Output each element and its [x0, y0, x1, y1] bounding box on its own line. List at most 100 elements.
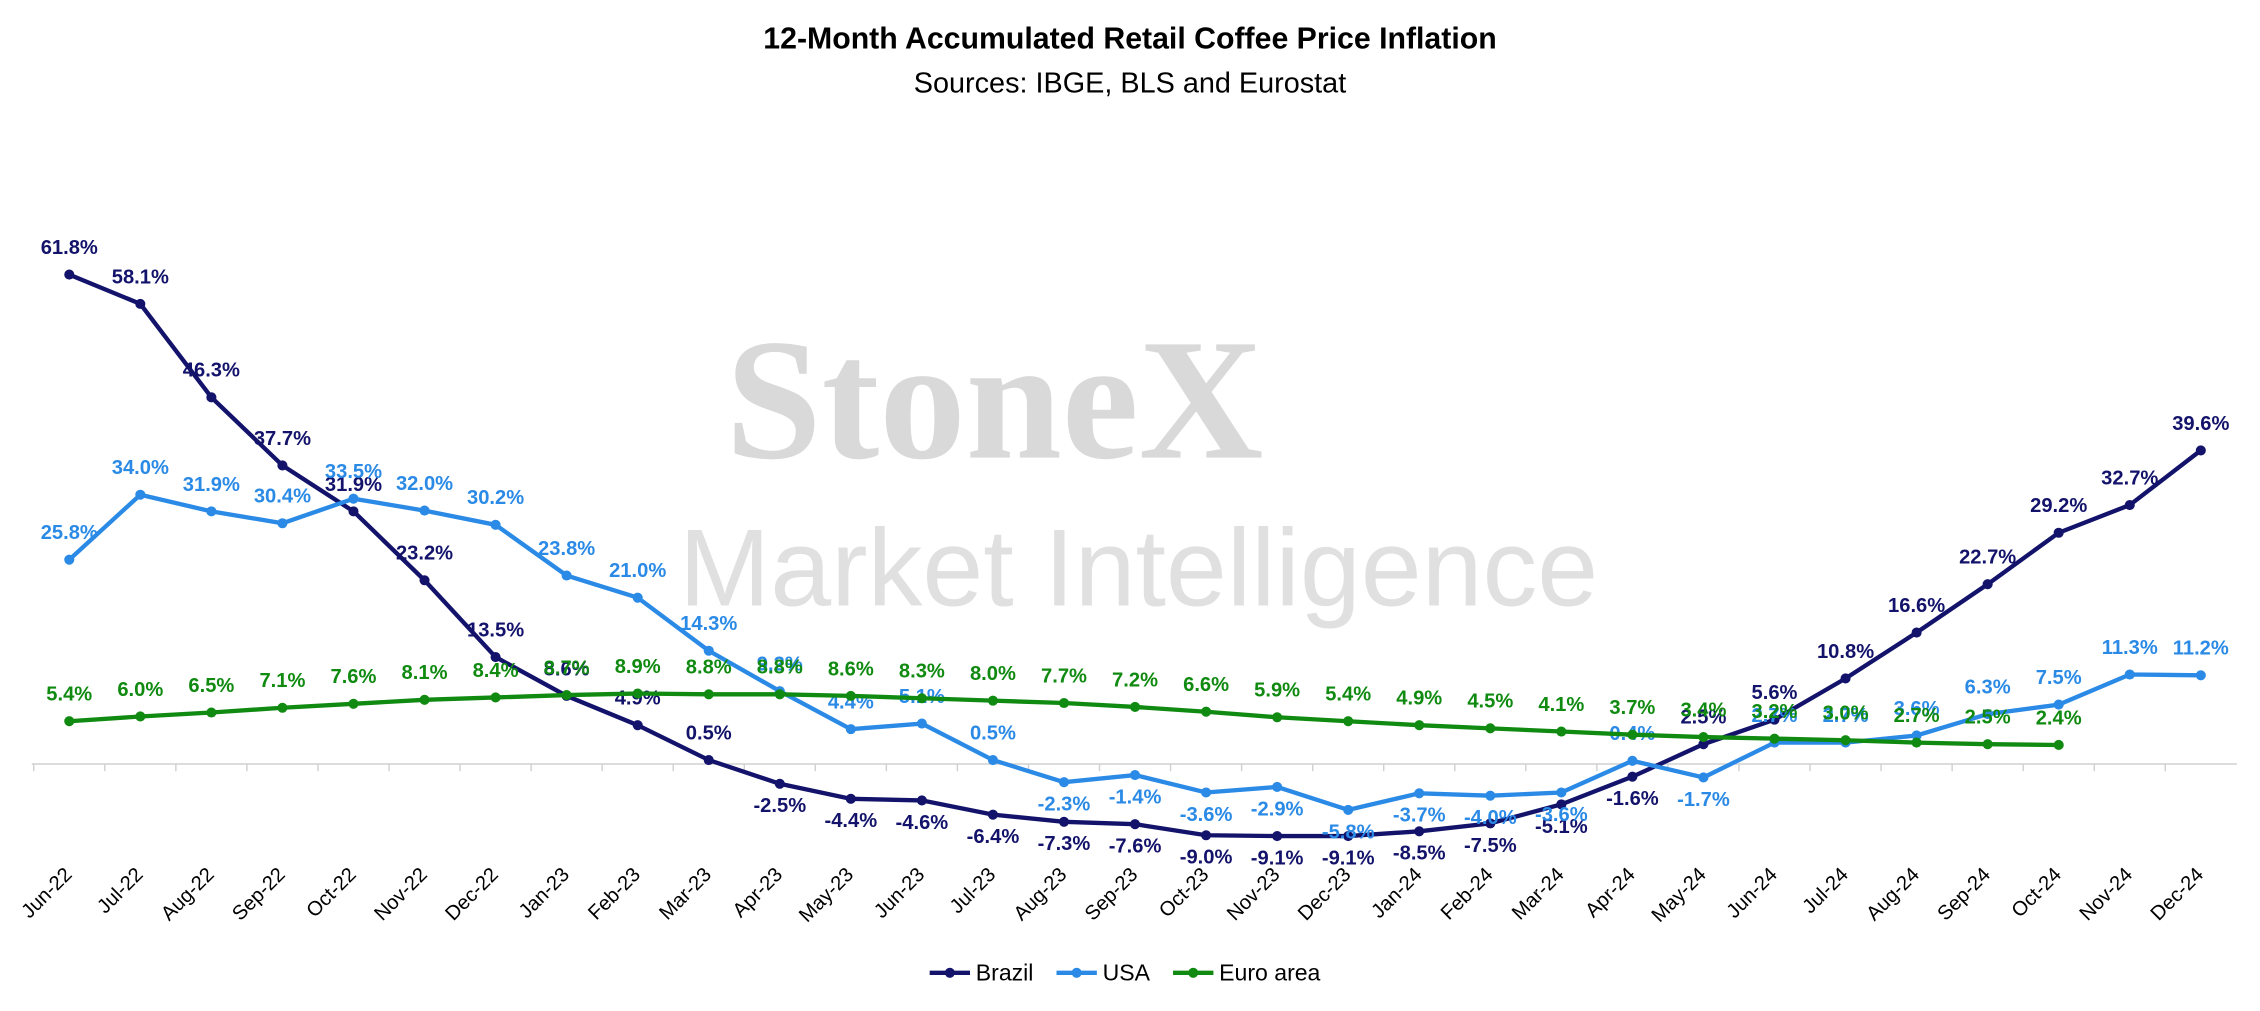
x-tick-label: Nov-22	[370, 864, 432, 926]
data-point	[1556, 799, 1567, 810]
data-label: 33.5%	[325, 461, 382, 483]
data-label: -2.3%	[1038, 794, 1091, 816]
x-tick-label: Jul-23	[946, 864, 1000, 918]
data-point	[1414, 720, 1425, 731]
data-point	[277, 702, 288, 713]
data-point	[1272, 781, 1283, 792]
data-label: 6.5%	[188, 675, 234, 697]
data-point	[419, 505, 430, 516]
data-label: 0.5%	[686, 722, 732, 744]
data-label: 2.5%	[1680, 707, 1726, 729]
x-tick-label: Aug-22	[157, 864, 219, 926]
data-point	[490, 519, 501, 530]
data-label: 30.2%	[467, 487, 524, 509]
data-label: -8.5%	[1393, 843, 1446, 865]
data-point	[845, 724, 856, 735]
data-point	[1769, 714, 1780, 725]
data-point	[1272, 712, 1283, 723]
data-point	[632, 688, 643, 699]
data-label: -7.6%	[1109, 836, 1162, 858]
data-label: -9.0%	[1180, 847, 1233, 869]
data-label: 14.3%	[680, 613, 737, 635]
data-label: 22.7%	[1959, 547, 2016, 569]
data-label: 32.7%	[2101, 467, 2158, 489]
data-point	[1414, 788, 1425, 799]
data-label: 8.8%	[757, 657, 803, 679]
data-point	[348, 506, 359, 517]
data-label: 16.6%	[1888, 595, 1945, 617]
x-tick-label: Mar-23	[655, 864, 716, 925]
x-tick-label: Sep-23	[1081, 864, 1143, 926]
data-label: 7.5%	[2036, 667, 2082, 689]
data-label: 3.6%	[1894, 698, 1940, 720]
data-label: 7.2%	[1112, 669, 1158, 691]
data-point	[64, 554, 75, 565]
data-label: 8.6%	[828, 658, 874, 680]
data-point	[1627, 755, 1638, 766]
data-point	[135, 489, 146, 500]
data-label: -7.5%	[1464, 835, 1517, 857]
data-label: 7.7%	[1041, 665, 1087, 687]
data-point	[987, 809, 998, 820]
data-point	[206, 506, 217, 517]
watermark: Market Intelligence	[679, 507, 1598, 629]
x-tick-label: Aug-24	[1862, 864, 1924, 926]
data-label: 2.7%	[1894, 705, 1940, 727]
data-point	[419, 694, 430, 705]
data-point	[1982, 739, 1993, 750]
x-tick-label: Jun-24	[1723, 864, 1782, 923]
data-label: 2.7%	[1823, 705, 1869, 727]
data-label: -3.6%	[1180, 804, 1233, 826]
data-label: 5.4%	[46, 684, 92, 706]
data-label: 3.2%	[1752, 701, 1798, 723]
data-point	[135, 298, 146, 309]
data-point	[1556, 787, 1567, 798]
data-label: 8.1%	[402, 662, 448, 684]
data-label: 8.6%	[544, 658, 590, 680]
x-tick-label: Oct-23	[1155, 864, 1213, 922]
legend-marker	[1188, 967, 1199, 978]
data-label: -1.6%	[1606, 788, 1659, 810]
x-tick-label: Feb-23	[584, 864, 645, 925]
x-tick-label: Jul-22	[93, 864, 147, 918]
data-point	[1485, 818, 1496, 829]
data-label: -1.7%	[1677, 789, 1730, 811]
data-point	[1698, 739, 1709, 750]
data-point	[2195, 670, 2206, 681]
data-point	[561, 690, 572, 701]
data-label: -3.7%	[1393, 805, 1446, 827]
data-label: 7.6%	[331, 666, 377, 688]
data-label: 5.6%	[1752, 682, 1798, 704]
data-label: 4.9%	[1396, 688, 1442, 710]
legend-marker	[1071, 967, 1082, 978]
data-point	[1556, 726, 1567, 737]
data-label: -3.6%	[1535, 804, 1588, 826]
data-label: 5.4%	[1325, 684, 1371, 706]
data-label: -4.4%	[825, 810, 878, 832]
data-point	[1627, 729, 1638, 740]
data-point	[1698, 772, 1709, 783]
x-tick-label: Oct-22	[302, 864, 360, 922]
x-tick-label: Dec-24	[2147, 864, 2209, 926]
data-point	[1201, 787, 1212, 798]
data-label: 6.3%	[1965, 676, 2011, 698]
data-point	[774, 689, 785, 700]
data-point	[277, 460, 288, 471]
data-label: 25.8%	[41, 522, 98, 544]
x-tick-label: Jun-23	[870, 864, 929, 923]
data-label: 30.4%	[254, 486, 311, 508]
data-label: 6.0%	[117, 679, 163, 701]
x-tick-label: Feb-24	[1437, 864, 1498, 925]
data-point	[206, 707, 217, 718]
data-point	[2195, 445, 2206, 456]
data-label: 10.8%	[1817, 641, 1874, 663]
data-label: 3.7%	[1609, 697, 1655, 719]
data-point	[1982, 709, 1993, 720]
data-point	[1840, 735, 1851, 746]
data-label: 4.5%	[1467, 691, 1513, 713]
data-label: 3.4%	[1680, 699, 1726, 721]
data-label: 21.0%	[609, 560, 666, 582]
data-point	[135, 711, 146, 722]
x-tick-label: Apr-24	[1581, 864, 1639, 922]
data-label: 8.7%	[544, 657, 590, 679]
